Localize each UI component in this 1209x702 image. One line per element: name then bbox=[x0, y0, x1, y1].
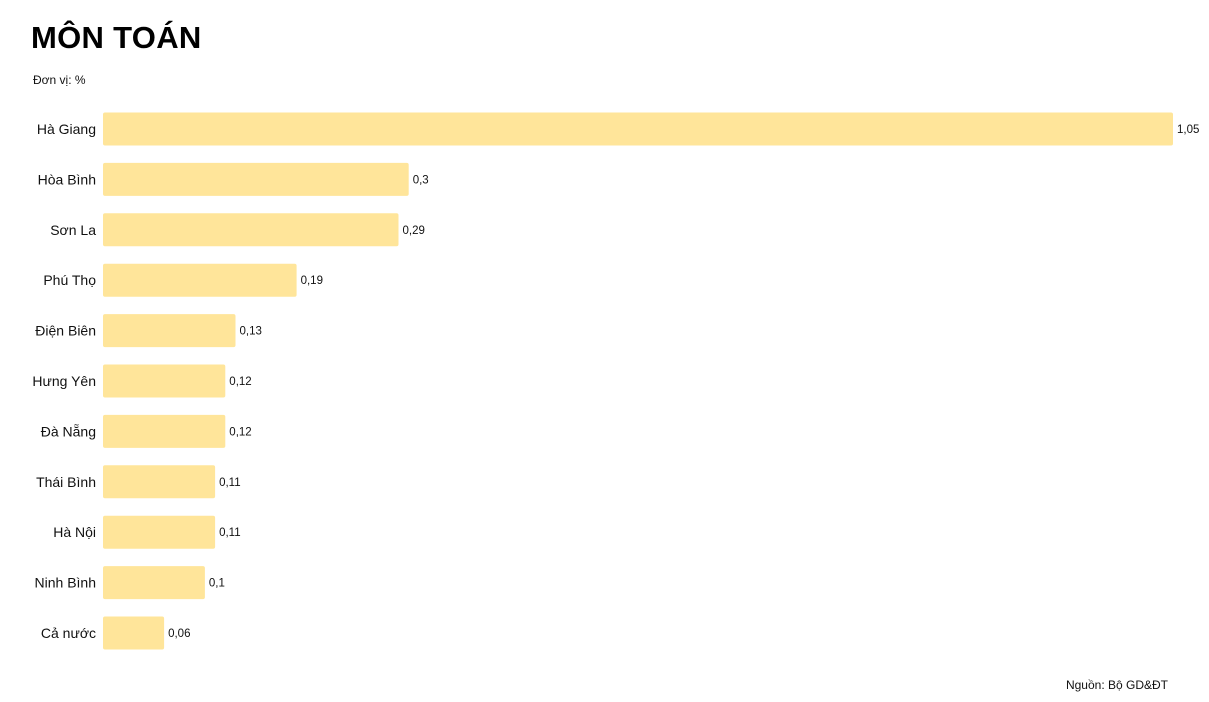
category-label-2: Sơn La bbox=[50, 222, 96, 238]
chart-source: Nguồn: Bộ GD&ĐT bbox=[1065, 678, 1168, 692]
value-label-9: 0,1 bbox=[209, 578, 225, 590]
bar-4 bbox=[103, 314, 236, 348]
category-label-6: Đà Nẵng bbox=[41, 423, 96, 439]
value-label-2: 0,29 bbox=[403, 225, 425, 237]
bar-8 bbox=[103, 515, 216, 549]
value-label-7: 0,11 bbox=[219, 477, 241, 489]
category-label-10: Cả nước bbox=[41, 625, 96, 641]
bar-7 bbox=[103, 465, 216, 499]
bar-0 bbox=[103, 112, 1173, 146]
value-label-0: 1,05 bbox=[1177, 124, 1199, 136]
value-label-1: 0,3 bbox=[413, 174, 429, 186]
bar-10 bbox=[103, 616, 165, 650]
value-label-6: 0,12 bbox=[229, 426, 251, 438]
value-label-5: 0,12 bbox=[229, 376, 251, 388]
category-label-8: Hà Nội bbox=[53, 524, 96, 540]
bar-5 bbox=[103, 364, 226, 398]
category-label-4: Điện Biên bbox=[35, 323, 96, 339]
category-label-3: Phú Thọ bbox=[43, 272, 96, 288]
bar-9 bbox=[103, 566, 205, 600]
value-label-3: 0,19 bbox=[301, 275, 323, 287]
chart-subtitle: Đơn vị: % bbox=[33, 73, 86, 87]
value-label-8: 0,11 bbox=[219, 527, 241, 539]
category-label-0: Hà Giang bbox=[37, 121, 96, 137]
chart-title: MÔN TOÁN bbox=[31, 20, 202, 55]
value-label-10: 0,06 bbox=[168, 628, 190, 640]
category-label-9: Ninh Bình bbox=[35, 575, 96, 591]
bar-6 bbox=[103, 414, 226, 448]
bar-1 bbox=[103, 162, 409, 196]
bar-2 bbox=[103, 213, 399, 247]
category-label-7: Thái Bình bbox=[36, 474, 96, 490]
bar-3 bbox=[103, 263, 297, 297]
value-label-4: 0,13 bbox=[240, 326, 262, 338]
category-label-1: Hòa Bình bbox=[38, 171, 96, 187]
category-label-5: Hưng Yên bbox=[32, 373, 96, 389]
